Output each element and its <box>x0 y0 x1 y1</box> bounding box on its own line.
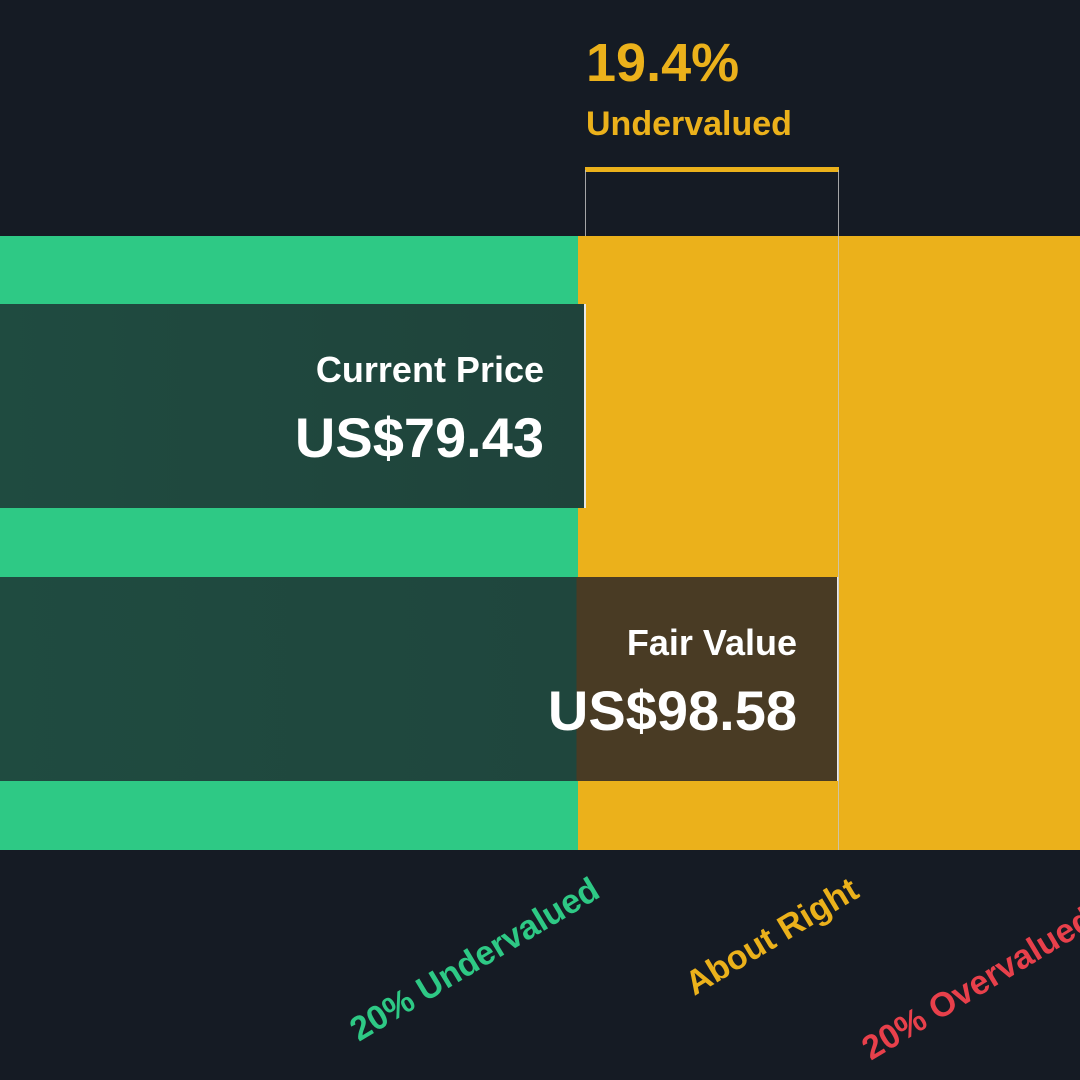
zone-label-about-right: About Right <box>678 870 865 1004</box>
undervalued-percentage: 19.4% <box>586 33 740 93</box>
fair-value-bar: Fair Value US$98.58 <box>0 577 839 781</box>
zone-label-undervalued: 20% Undervalued <box>343 870 606 1049</box>
difference-bracket-right-line <box>838 170 839 850</box>
undervalued-status: Undervalued <box>586 105 792 143</box>
current-price-bar: Current Price US$79.43 <box>0 304 586 508</box>
fair-value-label: Fair Value <box>626 622 797 663</box>
current-price-label: Current Price <box>315 349 544 390</box>
difference-bracket <box>585 167 839 172</box>
current-price-value: US$79.43 <box>294 406 544 469</box>
fair-value-value: US$98.58 <box>547 679 797 742</box>
zone-label-overvalued: 20% Overvalued <box>855 899 1080 1068</box>
